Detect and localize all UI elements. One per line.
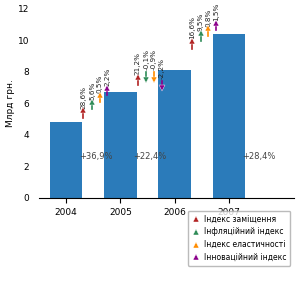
- Text: 28,6%: 28,6%: [80, 86, 86, 109]
- Text: 2,2%: 2,2%: [104, 67, 110, 86]
- Text: 0,8%: 0,8%: [205, 8, 211, 26]
- Legend: Індекс заміщення, Інфляційний індекс, Індекс еластичності, Інноваційний індекс: Індекс заміщення, Інфляційний індекс, Ін…: [188, 211, 290, 266]
- Text: 0,5%: 0,5%: [97, 74, 103, 93]
- Text: 9,5%: 9,5%: [198, 13, 204, 31]
- Text: 5,6%: 5,6%: [89, 81, 95, 100]
- Text: 1,5%: 1,5%: [213, 3, 219, 21]
- Bar: [158, 70, 191, 198]
- Text: +28,4%: +28,4%: [242, 152, 275, 162]
- Text: 16,6%: 16,6%: [189, 16, 195, 39]
- Text: +22,4%: +22,4%: [134, 152, 167, 162]
- Bar: [50, 122, 82, 198]
- Text: -0,1%: -0,1%: [143, 49, 149, 70]
- Bar: [213, 34, 245, 198]
- Text: -2,2%: -2,2%: [159, 58, 165, 79]
- Bar: [104, 92, 137, 198]
- Text: -0,9%: -0,9%: [151, 49, 157, 70]
- Y-axis label: Млрд грн.: Млрд грн.: [6, 79, 15, 127]
- Text: 21,2%: 21,2%: [135, 52, 141, 75]
- Text: +36,9%: +36,9%: [79, 152, 113, 162]
